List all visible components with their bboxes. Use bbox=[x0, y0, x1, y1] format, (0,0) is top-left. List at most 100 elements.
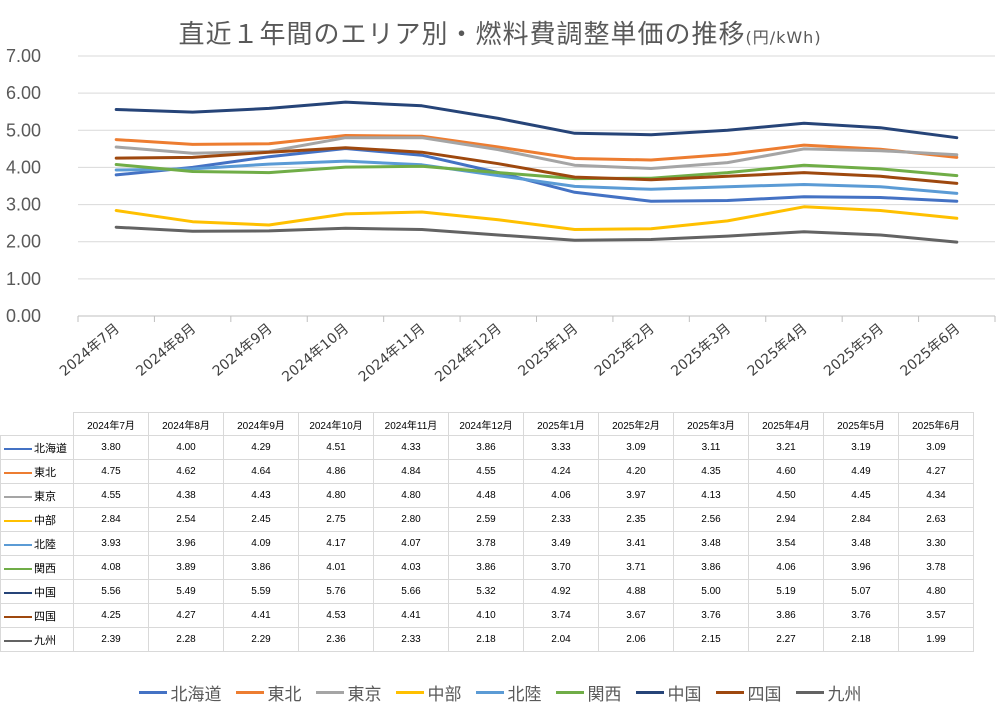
legend-line-swatch bbox=[635, 690, 664, 694]
series-key-swatch bbox=[4, 447, 32, 450]
y-tick-label: 1.00 bbox=[6, 269, 41, 289]
table-cell: 3.11 bbox=[673, 435, 749, 460]
table-cell: 4.43 bbox=[223, 483, 299, 508]
table-cell: 3.70 bbox=[523, 555, 599, 580]
table-row: 中部 2.84 2.54 2.45 2.75 2.80 2.59 2.33 2.35 2.56 2.… bbox=[0, 507, 974, 532]
legend-item: 関西 bbox=[555, 680, 622, 705]
table-cell: 4.41 bbox=[373, 603, 449, 628]
series-key-swatch bbox=[4, 519, 32, 522]
series-line bbox=[114, 159, 959, 195]
gridlines bbox=[77, 55, 996, 322]
table-cell: 3.19 bbox=[823, 435, 899, 460]
table-cell: 3.86 bbox=[673, 555, 749, 580]
table-cell: 3.86 bbox=[748, 603, 824, 628]
table-column-header: 2024年7月 bbox=[73, 412, 149, 436]
table-cell: 2.06 bbox=[598, 627, 674, 652]
series-name: 関西 bbox=[34, 562, 56, 575]
table-cell: 4.49 bbox=[823, 459, 899, 484]
table-cell: 3.30 bbox=[898, 531, 974, 556]
series-line bbox=[114, 205, 959, 231]
table-body: 北海道 3.80 4.00 4.29 4.51 4.33 3.86 3.33 3.09 3.11 3… bbox=[0, 435, 974, 652]
x-tick-label: 2025年2月 bbox=[592, 321, 658, 380]
table-cell: 2.36 bbox=[298, 627, 374, 652]
table-row-header: 東京 bbox=[0, 483, 74, 508]
table-cell: 2.80 bbox=[373, 507, 449, 532]
series-key-swatch bbox=[4, 543, 32, 546]
table-cell: 3.86 bbox=[223, 555, 299, 580]
table-cell: 2.33 bbox=[373, 627, 449, 652]
table-cell: 3.86 bbox=[448, 555, 524, 580]
table-cell: 4.08 bbox=[73, 555, 149, 580]
y-tick-label: 3.00 bbox=[6, 195, 41, 215]
table-cell: 3.49 bbox=[523, 531, 599, 556]
table-header-row: 2024年7月 2024年8月 2024年9月 2024年10月 2024年11月 202… bbox=[0, 412, 974, 436]
table-row: 北海道 3.80 4.00 4.29 4.51 4.33 3.86 3.33 3.09 3.11 3… bbox=[0, 435, 974, 460]
y-tick-label: 4.00 bbox=[6, 157, 41, 177]
series-name: 中部 bbox=[34, 514, 56, 527]
legend-line-swatch bbox=[555, 690, 584, 694]
table-cell: 2.18 bbox=[448, 627, 524, 652]
table-cell: 4.27 bbox=[898, 459, 974, 484]
series-line bbox=[114, 100, 959, 140]
table-row: 関西 4.08 3.89 3.86 4.01 4.03 3.86 3.70 3.71 3.86 4.… bbox=[0, 555, 974, 580]
table-row: 東京 4.55 4.38 4.43 4.80 4.80 4.48 4.06 3.97 4.13 4.… bbox=[0, 483, 974, 508]
table-cell: 4.80 bbox=[898, 579, 974, 604]
table-row: 東北 4.75 4.62 4.64 4.86 4.84 4.55 4.24 4.20 4.35 4.… bbox=[0, 459, 974, 484]
table-row-header: 中部 bbox=[0, 507, 74, 532]
table-cell: 4.35 bbox=[673, 459, 749, 484]
legend-label: 東北 bbox=[267, 684, 302, 705]
table-cell: 4.84 bbox=[373, 459, 449, 484]
table-cell: 1.99 bbox=[898, 627, 974, 652]
table-corner bbox=[0, 412, 74, 436]
table-cell: 4.33 bbox=[373, 435, 449, 460]
legend-item: 中国 bbox=[635, 680, 702, 705]
legend-line-swatch bbox=[235, 690, 264, 694]
chart-title: 直近１年間のエリア別・燃料費調整単価の推移(円/kWh) bbox=[0, 14, 1000, 51]
table-row: 北陸 3.93 3.96 4.09 4.17 4.07 3.78 3.49 3.41 3.48 3.… bbox=[0, 531, 974, 556]
series-key-swatch bbox=[4, 495, 32, 498]
y-tick-label: 2.00 bbox=[6, 232, 41, 252]
table-cell: 2.56 bbox=[673, 507, 749, 532]
table-column-header: 2025年5月 bbox=[823, 412, 899, 436]
table-cell: 3.48 bbox=[823, 531, 899, 556]
table-cell: 3.48 bbox=[673, 531, 749, 556]
legend-item: 北海道 bbox=[138, 680, 222, 705]
table-cell: 5.66 bbox=[373, 579, 449, 604]
table-cell: 4.80 bbox=[298, 483, 374, 508]
table-cell: 5.00 bbox=[673, 579, 749, 604]
table-cell: 4.55 bbox=[448, 459, 524, 484]
series-key-swatch bbox=[4, 615, 32, 618]
x-tick-label: 2024年11月 bbox=[356, 321, 429, 386]
series-line bbox=[114, 163, 959, 181]
table-row: 中国 5.56 5.49 5.59 5.76 5.66 5.32 4.92 4.88 5.00 5.… bbox=[0, 579, 974, 604]
table-cell: 5.59 bbox=[223, 579, 299, 604]
series-key-swatch bbox=[4, 567, 32, 570]
chart-legend: 北海道 東北 東京 中部 北陸 関西 中国 四国 九州 bbox=[0, 678, 1000, 706]
legend-label: 北海道 bbox=[170, 684, 222, 705]
table-cell: 2.75 bbox=[298, 507, 374, 532]
table-cell: 2.54 bbox=[148, 507, 224, 532]
table-cell: 2.35 bbox=[598, 507, 674, 532]
data-table: 2024年7月 2024年8月 2024年9月 2024年10月 2024年11月 202… bbox=[0, 412, 974, 652]
chart-title-text: 直近１年間のエリア別・燃料費調整単価の推移 bbox=[178, 20, 746, 50]
x-tick-label: 2025年6月 bbox=[898, 321, 964, 380]
table-cell: 4.09 bbox=[223, 531, 299, 556]
table-cell: 2.84 bbox=[823, 507, 899, 532]
table-column-header: 2025年3月 bbox=[673, 412, 749, 436]
table-cell: 4.45 bbox=[823, 483, 899, 508]
x-tick-label: 2024年8月 bbox=[133, 321, 199, 380]
series-key-swatch bbox=[4, 471, 32, 474]
legend-item: 東北 bbox=[235, 680, 302, 705]
x-tick-label: 2024年12月 bbox=[432, 321, 505, 386]
legend-item: 北陸 bbox=[475, 680, 542, 705]
table-cell: 5.07 bbox=[823, 579, 899, 604]
legend-item: 四国 bbox=[715, 680, 782, 705]
table-cell: 5.76 bbox=[298, 579, 374, 604]
table-cell: 3.09 bbox=[898, 435, 974, 460]
table-cell: 4.88 bbox=[598, 579, 674, 604]
legend-item: 九州 bbox=[795, 680, 862, 705]
table-cell: 3.41 bbox=[598, 531, 674, 556]
table-row-header: 九州 bbox=[0, 627, 74, 652]
table-cell: 3.86 bbox=[448, 435, 524, 460]
table-cell: 3.96 bbox=[148, 531, 224, 556]
